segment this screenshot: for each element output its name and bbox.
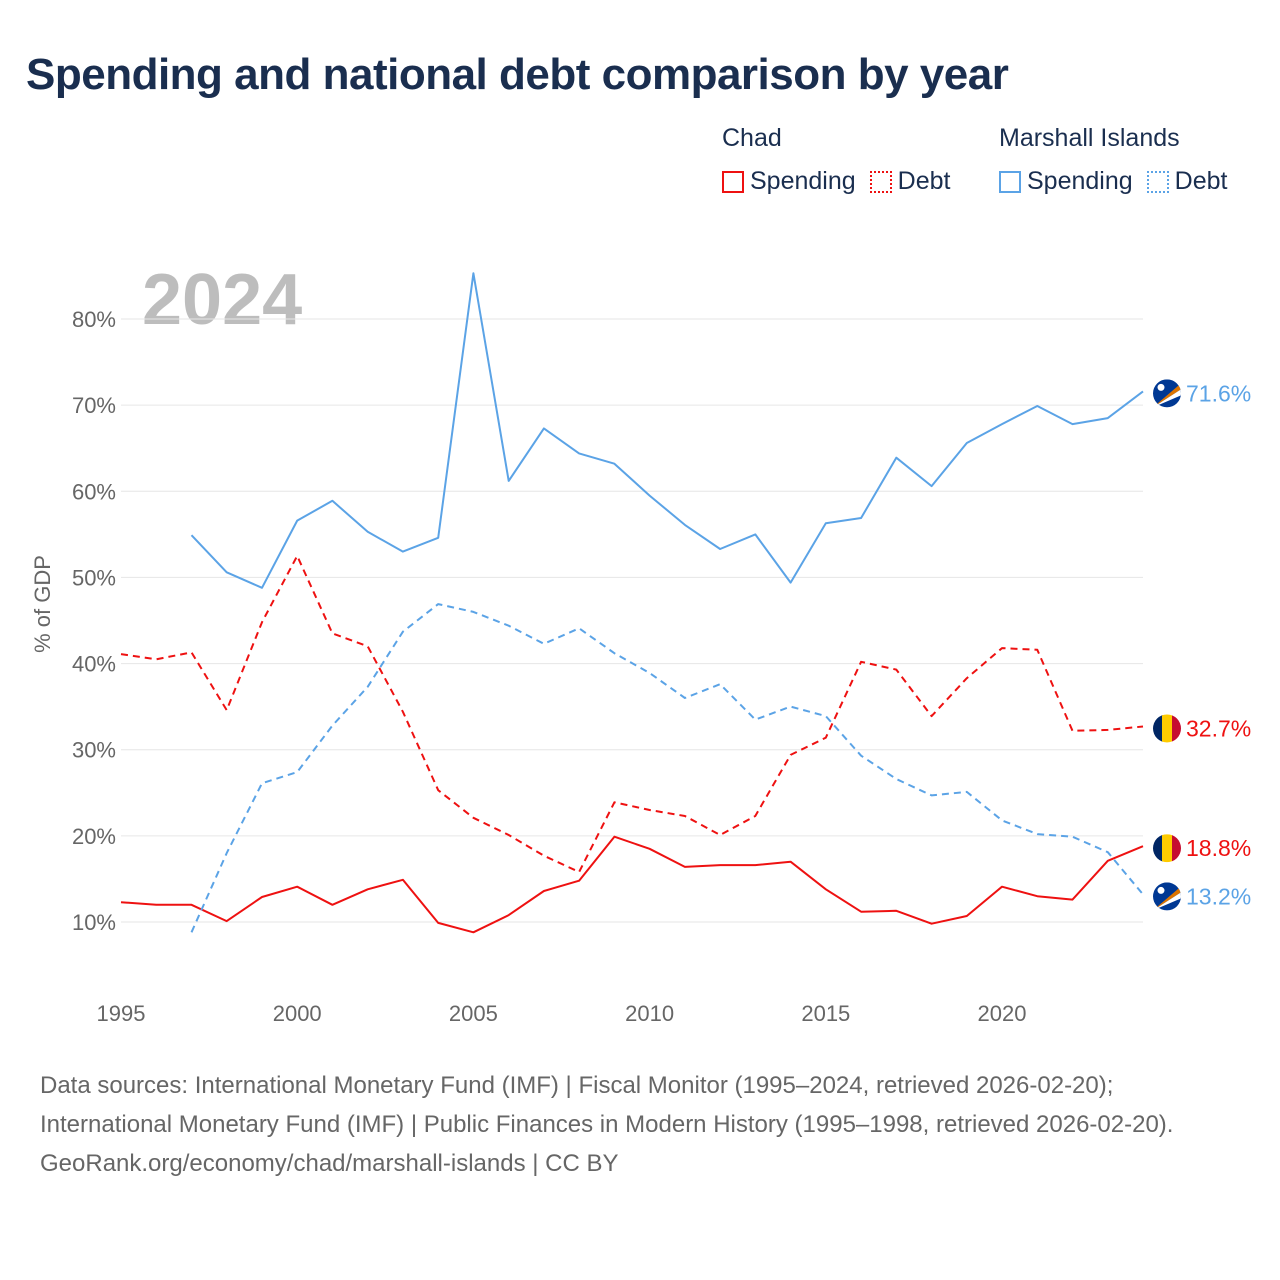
- series-line-chad-debt[interactable]: [120, 554, 1144, 873]
- dotted-swatch-icon: [1146, 170, 1169, 193]
- y-tick-label: 20%: [72, 824, 116, 849]
- data-sources: Data sources: International Monetary Fun…: [40, 1072, 1174, 1138]
- x-tick-label: 2000: [273, 1001, 322, 1026]
- legend-label: Spending: [750, 167, 856, 195]
- y-tick-label: 50%: [72, 565, 116, 590]
- y-tick-label: 70%: [72, 393, 116, 418]
- dotted-swatch-icon: [869, 170, 892, 193]
- end-value-label: 13.2%: [1186, 883, 1251, 909]
- x-tick-label: 1995: [97, 1001, 146, 1026]
- credit-link[interactable]: GeoRank.org/economy/chad/marshall-island…: [40, 1150, 619, 1177]
- marshall-islands-flag-icon: [1153, 379, 1181, 408]
- chad-flag-icon: [1153, 714, 1181, 743]
- y-tick-label: 40%: [72, 652, 116, 677]
- x-tick-label: 2005: [449, 1001, 498, 1026]
- series-line-marshall-islands-debt[interactable]: [190, 603, 1144, 933]
- year-watermark: 2024: [142, 260, 302, 340]
- legend-label: Debt: [897, 167, 951, 195]
- marshall-islands-flag-icon: [1153, 882, 1181, 911]
- end-value-label: 18.8%: [1186, 835, 1251, 861]
- y-tick-label: 30%: [72, 738, 116, 763]
- end-value-label: 71.6%: [1186, 380, 1251, 406]
- y-tick-label: 60%: [72, 479, 116, 504]
- legend-chad-debt[interactable]: Debt: [869, 167, 951, 196]
- x-tick-label: 2015: [801, 1001, 850, 1026]
- end-value-label: 32.7%: [1186, 715, 1251, 741]
- legend-chad-spending[interactable]: Spending: [722, 167, 856, 196]
- legend-country-label: Marshall Islands: [999, 124, 1180, 152]
- x-tick-label: 2010: [625, 1001, 674, 1026]
- y-axis-label: % of GDP: [30, 555, 55, 653]
- footer: Data sources: International Monetary Fun…: [40, 1066, 1240, 1183]
- legend-country-label: Chad: [722, 124, 782, 152]
- solid-swatch-icon: [722, 170, 744, 193]
- series-line-marshall-islands-spending[interactable]: [190, 272, 1144, 589]
- solid-swatch-icon: [999, 170, 1021, 193]
- chart-title: Spending and national debt comparison by…: [26, 50, 1009, 99]
- chad-flag-icon: [1153, 834, 1181, 863]
- legend-mh-spending[interactable]: Spending: [999, 167, 1133, 196]
- legend-group-chad: Chad Spending Debt: [722, 124, 950, 196]
- legend-label: Debt: [1174, 167, 1228, 195]
- legend-label: Spending: [1027, 167, 1133, 195]
- x-tick-label: 2020: [978, 1001, 1027, 1026]
- y-tick-label: 80%: [72, 307, 116, 332]
- legend-group-marshall-islands: Marshall Islands Spending Debt: [999, 124, 1227, 196]
- legend-mh-debt[interactable]: Debt: [1146, 167, 1228, 196]
- y-tick-label: 10%: [72, 910, 116, 935]
- series-line-chad-spending[interactable]: [120, 835, 1144, 934]
